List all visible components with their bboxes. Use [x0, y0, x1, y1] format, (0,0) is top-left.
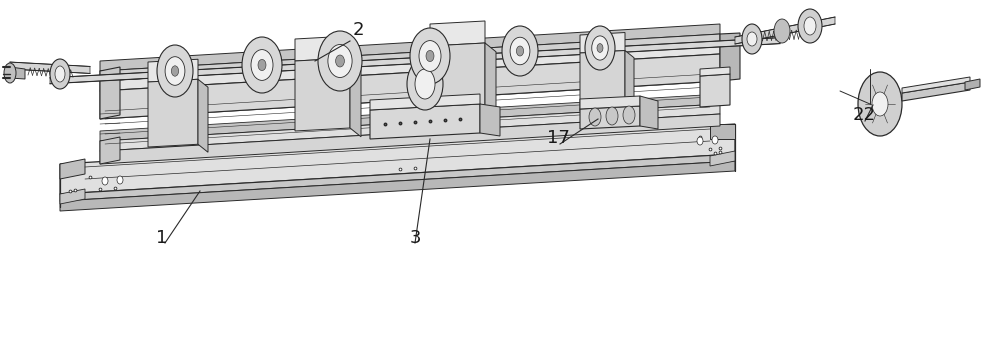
Text: 1: 1	[156, 229, 168, 247]
Ellipse shape	[747, 32, 757, 46]
Polygon shape	[100, 94, 720, 141]
Polygon shape	[370, 104, 480, 139]
Polygon shape	[50, 38, 780, 84]
Polygon shape	[100, 104, 720, 151]
Ellipse shape	[697, 137, 703, 145]
Text: 22: 22	[852, 106, 876, 124]
Polygon shape	[580, 106, 640, 129]
Polygon shape	[198, 79, 208, 152]
Polygon shape	[100, 34, 720, 81]
Ellipse shape	[419, 41, 441, 72]
Polygon shape	[580, 51, 625, 111]
Polygon shape	[60, 161, 735, 211]
Ellipse shape	[4, 63, 16, 83]
Ellipse shape	[585, 26, 615, 70]
Ellipse shape	[516, 46, 524, 56]
Ellipse shape	[410, 28, 450, 84]
Ellipse shape	[510, 37, 530, 65]
Polygon shape	[100, 137, 120, 164]
Ellipse shape	[117, 176, 123, 184]
Polygon shape	[710, 124, 735, 139]
Polygon shape	[580, 33, 625, 53]
Polygon shape	[60, 189, 85, 204]
Polygon shape	[148, 79, 198, 147]
Text: 3: 3	[409, 229, 421, 247]
Polygon shape	[295, 36, 350, 61]
Polygon shape	[485, 43, 496, 127]
Ellipse shape	[157, 45, 193, 97]
Ellipse shape	[50, 59, 70, 89]
Ellipse shape	[336, 55, 344, 67]
Ellipse shape	[258, 59, 266, 71]
Polygon shape	[100, 24, 720, 71]
Ellipse shape	[55, 66, 65, 82]
Polygon shape	[370, 94, 480, 110]
Polygon shape	[295, 58, 350, 131]
Text: 2: 2	[352, 21, 364, 39]
Polygon shape	[720, 33, 740, 81]
Ellipse shape	[242, 37, 282, 93]
Polygon shape	[60, 159, 85, 179]
Ellipse shape	[742, 24, 762, 54]
Ellipse shape	[712, 136, 718, 144]
Polygon shape	[710, 151, 735, 166]
Ellipse shape	[426, 51, 434, 62]
Ellipse shape	[804, 17, 816, 35]
Ellipse shape	[171, 66, 179, 76]
Polygon shape	[100, 114, 720, 164]
Ellipse shape	[502, 26, 538, 76]
Ellipse shape	[407, 58, 443, 110]
Ellipse shape	[623, 106, 635, 124]
Polygon shape	[700, 74, 730, 107]
Text: 17: 17	[547, 129, 569, 147]
Polygon shape	[902, 77, 970, 93]
Ellipse shape	[597, 44, 603, 53]
Polygon shape	[10, 67, 25, 79]
Polygon shape	[430, 21, 485, 46]
Ellipse shape	[798, 9, 822, 43]
Polygon shape	[625, 51, 634, 116]
Polygon shape	[100, 54, 720, 119]
Polygon shape	[430, 43, 485, 121]
Polygon shape	[60, 124, 735, 194]
Ellipse shape	[858, 72, 902, 136]
Polygon shape	[100, 44, 720, 91]
Ellipse shape	[415, 69, 435, 99]
Ellipse shape	[592, 36, 608, 60]
Ellipse shape	[251, 49, 273, 80]
Ellipse shape	[774, 19, 790, 43]
Ellipse shape	[318, 31, 362, 91]
Ellipse shape	[606, 107, 618, 125]
Polygon shape	[100, 67, 120, 119]
Ellipse shape	[328, 44, 352, 78]
Polygon shape	[580, 96, 640, 109]
Polygon shape	[902, 82, 970, 101]
Ellipse shape	[102, 177, 108, 185]
Polygon shape	[480, 104, 500, 136]
Ellipse shape	[165, 57, 185, 85]
Polygon shape	[60, 154, 735, 201]
Polygon shape	[640, 96, 658, 129]
Polygon shape	[735, 17, 835, 44]
Polygon shape	[10, 62, 90, 74]
Ellipse shape	[872, 92, 888, 116]
Polygon shape	[965, 79, 980, 90]
Polygon shape	[350, 58, 361, 137]
Polygon shape	[700, 67, 730, 76]
Ellipse shape	[589, 108, 601, 126]
Polygon shape	[148, 59, 198, 82]
